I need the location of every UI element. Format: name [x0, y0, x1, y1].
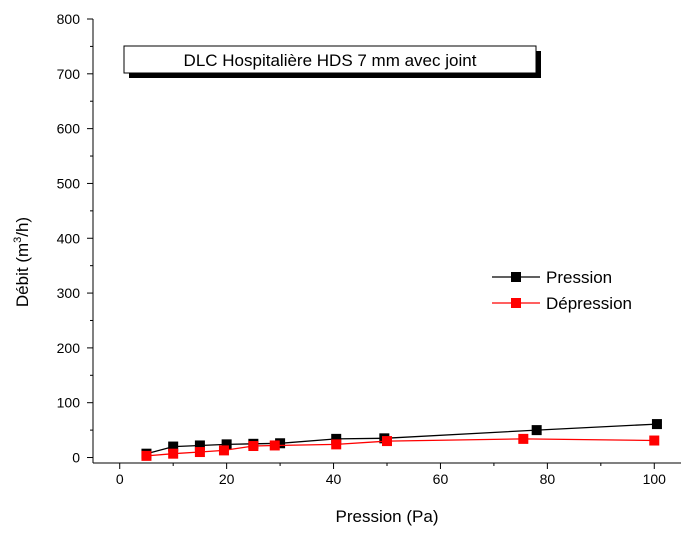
data-point — [649, 435, 660, 446]
data-point — [141, 450, 152, 461]
data-point — [218, 445, 229, 456]
y-tick-label: 100 — [57, 395, 81, 411]
x-tick-label: 80 — [540, 471, 556, 487]
legend-marker-depression — [511, 298, 521, 308]
series-layer — [141, 419, 662, 461]
chart-title-box: DLC Hospitalière HDS 7 mm avec joint — [123, 45, 541, 78]
data-point — [518, 433, 529, 444]
y-tick-label: 0 — [72, 450, 80, 466]
y-axis-label-suffix: /h) — [13, 217, 32, 237]
data-point — [168, 441, 179, 452]
data-point — [531, 425, 542, 436]
y-tick-label: 700 — [57, 66, 81, 82]
data-point — [382, 436, 392, 447]
x-axis-label: Pression (Pa) — [336, 507, 439, 526]
x-tick-label: 0 — [116, 471, 124, 487]
data-point — [331, 439, 342, 450]
chart-title: DLC Hospitalière HDS 7 mm avec joint — [184, 51, 477, 70]
legend-label-pression: Pression — [546, 268, 612, 287]
data-point — [269, 440, 280, 451]
y-tick-label: 400 — [57, 230, 81, 246]
legend: Pression Dépression — [492, 268, 632, 313]
y-tick-label: 600 — [57, 121, 81, 137]
legend-marker-pression — [511, 272, 521, 282]
legend-label-depression: Dépression — [546, 294, 632, 313]
data-point — [168, 448, 179, 459]
data-point — [194, 440, 205, 451]
x-tick-label: 60 — [433, 471, 449, 487]
axis-ticks: 0 20 40 60 80 100 0 100 200 300 400 500 600 700 800 — [57, 11, 667, 487]
y-tick-label: 200 — [57, 340, 81, 356]
data-point — [194, 447, 205, 458]
series-line-1 — [146, 438, 655, 457]
x-tick-label: 40 — [326, 471, 342, 487]
y-tick-label: 800 — [57, 11, 81, 27]
data-point — [331, 433, 342, 444]
y-axis-label-prefix: Débit (m — [13, 243, 32, 307]
y-tick-label: 500 — [57, 175, 81, 191]
data-point — [651, 419, 662, 430]
x-tick-label: 20 — [219, 471, 235, 487]
data-point — [275, 438, 286, 449]
y-tick-label: 300 — [57, 285, 81, 301]
y-axis-label-sup: 3 — [12, 237, 24, 243]
data-point — [248, 441, 259, 452]
y-axis-label: Débit (m3/h) — [12, 217, 32, 307]
x-tick-label: 100 — [643, 471, 667, 487]
series-line-0 — [146, 423, 657, 455]
data-point — [221, 439, 232, 450]
